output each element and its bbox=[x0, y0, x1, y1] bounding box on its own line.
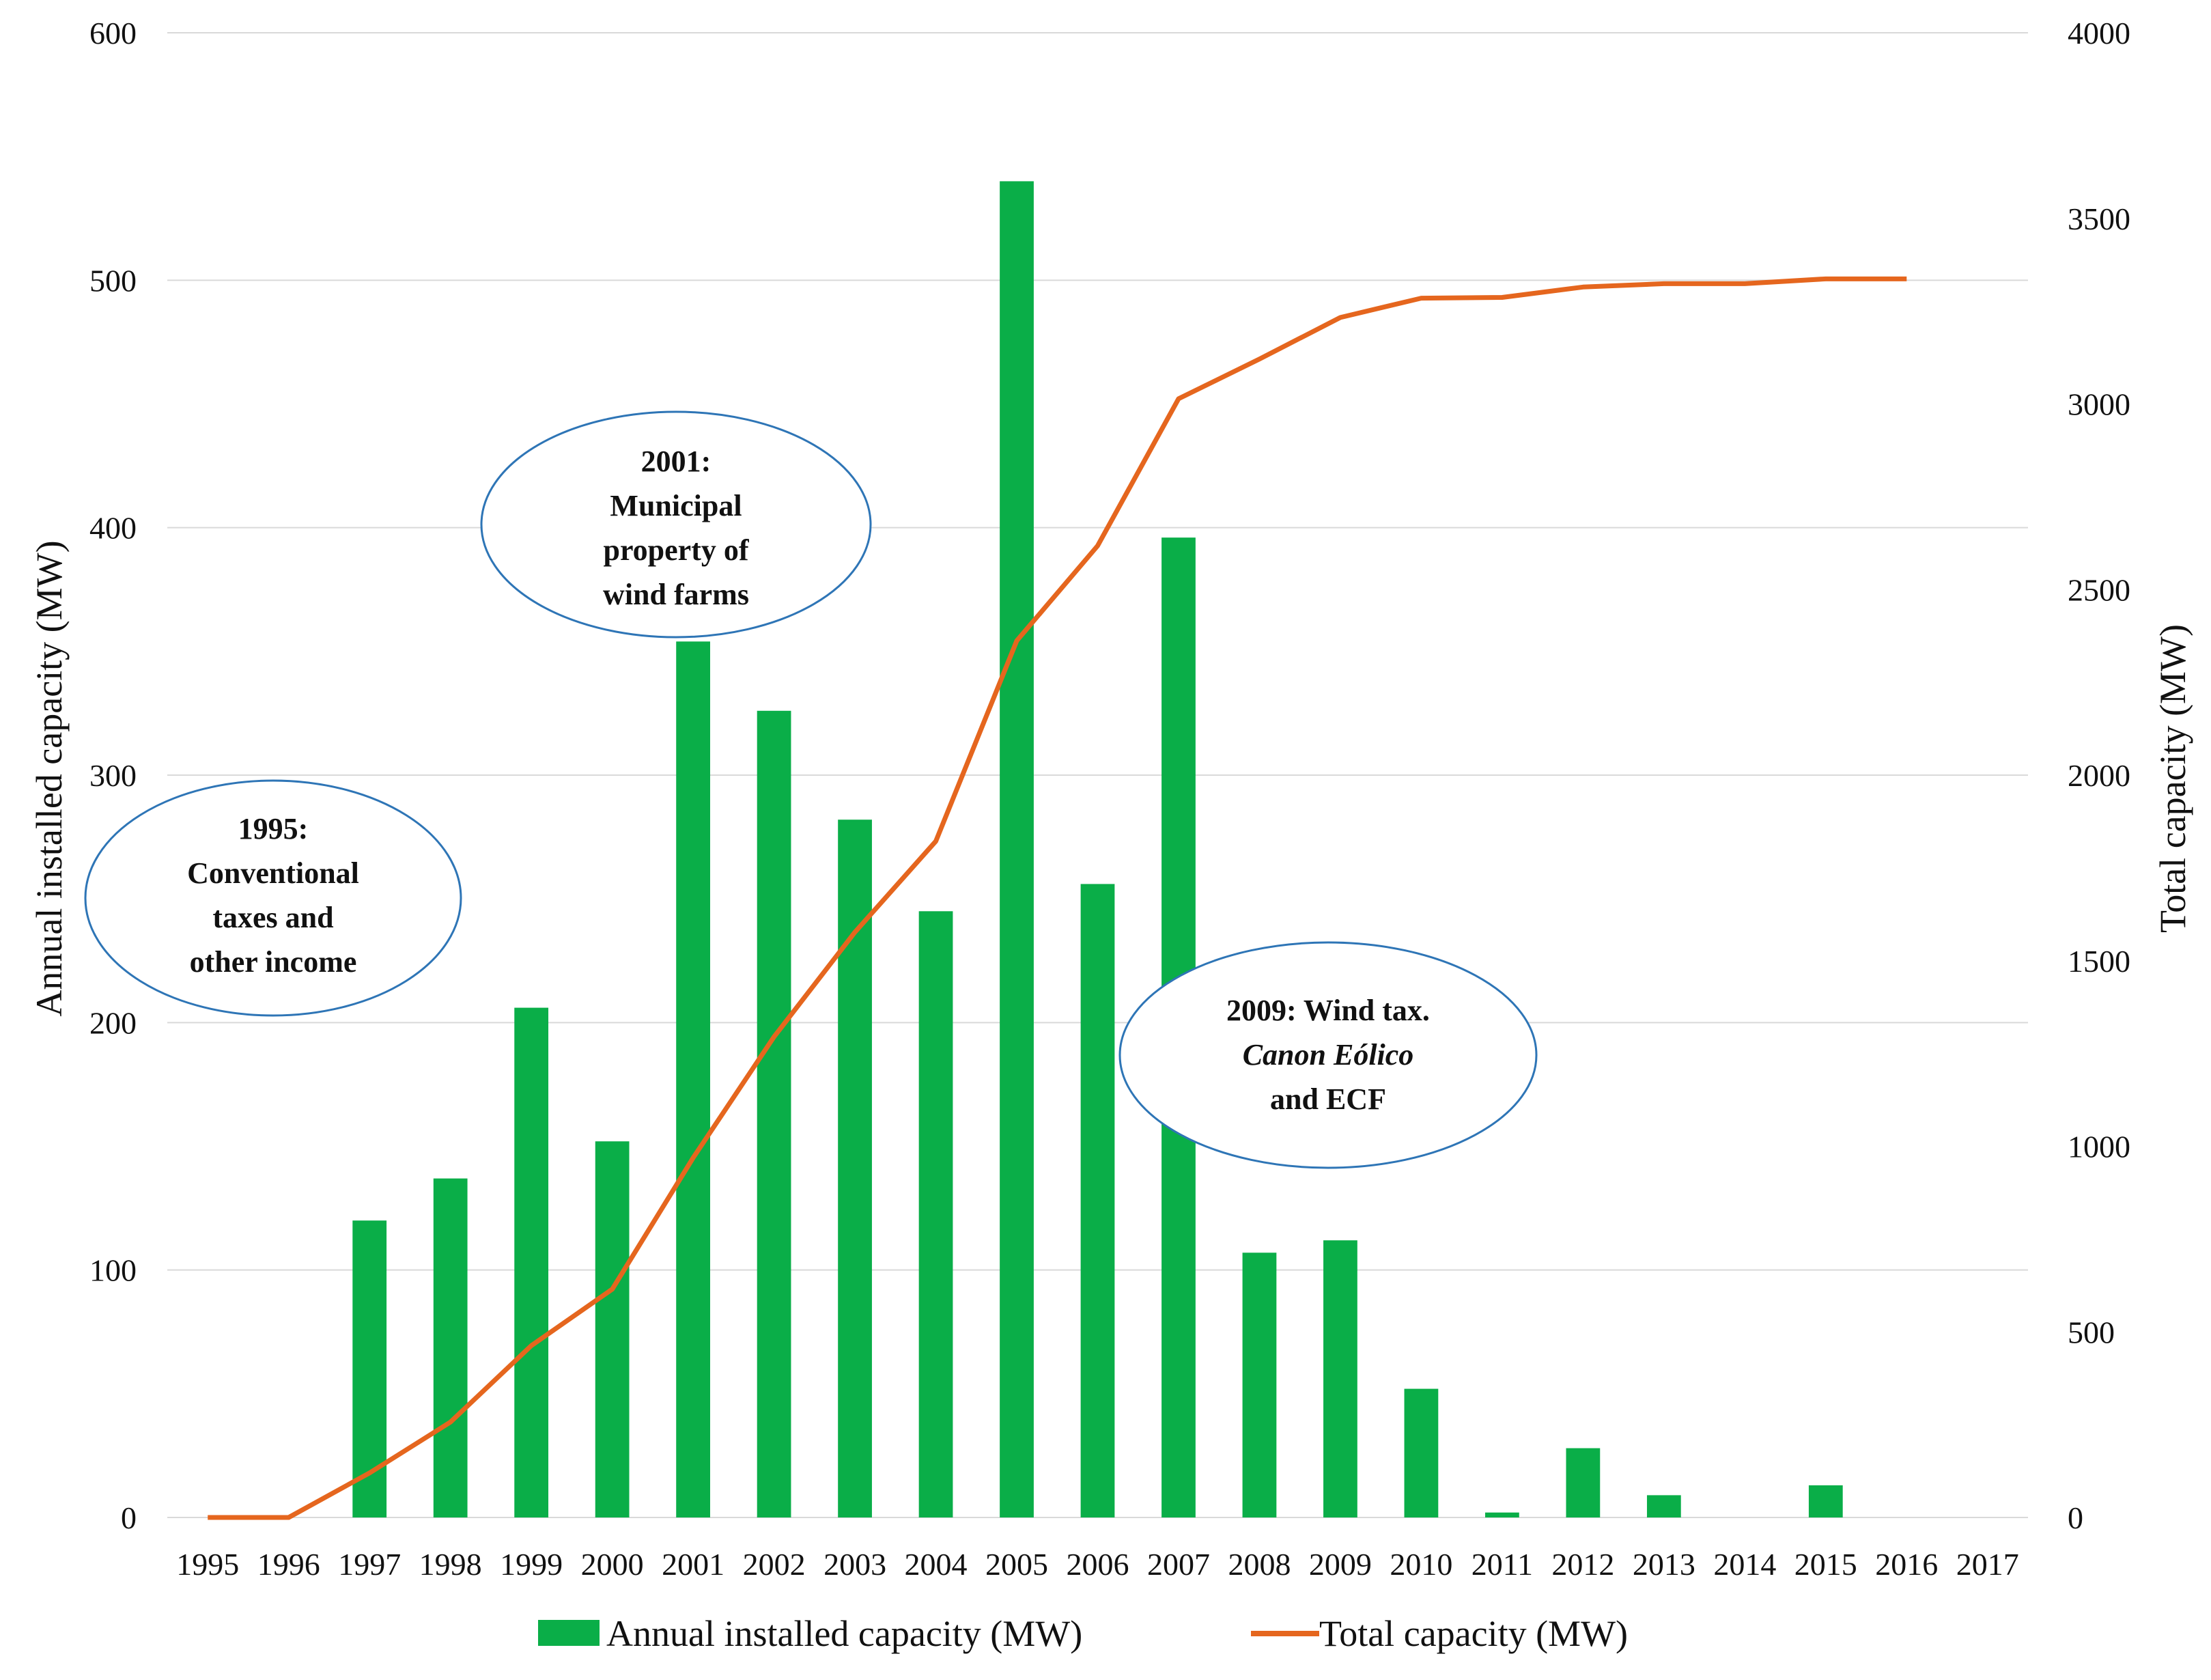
x-tick-label: 2015 bbox=[1794, 1547, 1857, 1582]
annotations: 1995: Conventional taxes and other income 20… bbox=[84, 410, 1538, 1169]
bar bbox=[1646, 1495, 1681, 1517]
annotation: 1995: Conventional taxes and other income bbox=[84, 779, 462, 1017]
left-tick-label: 0 bbox=[121, 1500, 137, 1535]
x-tick-label: 2004 bbox=[905, 1547, 968, 1582]
bar bbox=[595, 1141, 630, 1517]
bar bbox=[1566, 1448, 1601, 1517]
right-tick-label: 3500 bbox=[2068, 201, 2130, 236]
x-tick-label: 2003 bbox=[823, 1547, 886, 1582]
bar bbox=[1080, 884, 1115, 1517]
bar-series bbox=[352, 181, 1843, 1518]
right-axis-ticks: 0 500 1000 1500 2000 2500 3000 3500 4000 bbox=[2068, 16, 2130, 1535]
annotation-ellipse bbox=[84, 779, 462, 1017]
x-tick-label: 2001 bbox=[662, 1547, 724, 1582]
annotation-text: property of bbox=[603, 533, 749, 567]
right-tick-label: 1500 bbox=[2068, 944, 2130, 979]
x-tick-label: 1999 bbox=[500, 1547, 563, 1582]
x-tick-label: 2012 bbox=[1551, 1547, 1614, 1582]
x-tick-label: 2002 bbox=[743, 1547, 806, 1582]
legend: Annual installed capacity (MW) Total cap… bbox=[538, 1613, 1628, 1654]
x-tick-label: 2006 bbox=[1067, 1547, 1129, 1582]
bar bbox=[757, 710, 791, 1517]
annotation: 2009: Wind tax. Canon Eólico and ECF bbox=[1118, 941, 1538, 1169]
bar bbox=[1242, 1252, 1277, 1517]
bar bbox=[1485, 1512, 1519, 1517]
x-tick-label: 1996 bbox=[257, 1547, 320, 1582]
legend-bar-label: Annual installed capacity (MW) bbox=[606, 1613, 1082, 1654]
x-tick-label: 2011 bbox=[1471, 1547, 1533, 1582]
annotation-text: Conventional bbox=[187, 856, 359, 890]
right-axis-title: Total capacity (MW) bbox=[2152, 624, 2193, 933]
x-tick-label: 2017 bbox=[1956, 1547, 2019, 1582]
x-axis-ticks: 1995 1996 1997 1998 1999 2000 2001 2002 2003 2004… bbox=[176, 1547, 2019, 1582]
x-tick-label: 2009 bbox=[1309, 1547, 1372, 1582]
right-tick-label: 1000 bbox=[2068, 1130, 2130, 1164]
bar bbox=[676, 641, 710, 1517]
left-axis-ticks: 0 100 200 300 400 500 600 bbox=[89, 16, 137, 1535]
left-tick-label: 500 bbox=[89, 263, 137, 298]
x-tick-label: 1995 bbox=[176, 1547, 239, 1582]
x-tick-label: 2013 bbox=[1633, 1547, 1695, 1582]
annotation-ellipse bbox=[1118, 941, 1538, 1169]
left-axis-title: Annual installed capacity (MW) bbox=[29, 540, 70, 1016]
x-tick-label: 2005 bbox=[985, 1547, 1048, 1582]
x-tick-label: 2014 bbox=[1713, 1547, 1776, 1582]
bar bbox=[433, 1178, 468, 1517]
x-tick-label: 2016 bbox=[1875, 1547, 1938, 1582]
right-tick-label: 2500 bbox=[2068, 572, 2130, 607]
bar bbox=[1404, 1388, 1439, 1517]
annotation-text: taxes and bbox=[212, 901, 333, 934]
bar bbox=[918, 911, 953, 1517]
annotation-ellipse bbox=[480, 410, 872, 639]
annotation: 2001: Municipal property of wind farms bbox=[480, 410, 872, 639]
legend-bar-swatch bbox=[538, 1620, 600, 1646]
left-tick-label: 400 bbox=[89, 511, 137, 546]
x-tick-label: 1998 bbox=[419, 1547, 482, 1582]
x-tick-label: 2010 bbox=[1390, 1547, 1452, 1582]
annotation-text: 1995: bbox=[238, 812, 309, 845]
line-series bbox=[208, 276, 1907, 1520]
right-tick-label: 2000 bbox=[2068, 758, 2130, 793]
bar bbox=[1323, 1240, 1357, 1517]
annotation-text: Municipal bbox=[610, 489, 742, 522]
bar bbox=[514, 1007, 549, 1517]
right-tick-label: 500 bbox=[2068, 1315, 2115, 1349]
annotation-text: 2009: Wind tax. bbox=[1226, 994, 1430, 1027]
x-tick-label: 1997 bbox=[338, 1547, 401, 1582]
annotation-text: and ECF bbox=[1270, 1082, 1386, 1116]
bar bbox=[1808, 1485, 1843, 1517]
right-tick-label: 0 bbox=[2068, 1500, 2083, 1535]
legend-line-label: Total capacity (MW) bbox=[1319, 1613, 1628, 1654]
x-tick-label: 2000 bbox=[581, 1547, 644, 1582]
left-tick-label: 600 bbox=[89, 16, 137, 51]
annotation-text: wind farms bbox=[603, 578, 749, 611]
left-tick-label: 200 bbox=[89, 1005, 137, 1040]
x-tick-label: 2007 bbox=[1147, 1547, 1210, 1582]
right-tick-label: 3000 bbox=[2068, 387, 2130, 422]
bar bbox=[1000, 181, 1034, 1517]
left-tick-label: 300 bbox=[89, 758, 137, 793]
left-tick-label: 100 bbox=[89, 1253, 137, 1288]
x-tick-label: 2008 bbox=[1228, 1547, 1291, 1582]
annotation-text: 2001: bbox=[641, 445, 712, 478]
right-tick-label: 4000 bbox=[2068, 16, 2130, 51]
annotation-text: other income bbox=[190, 945, 357, 979]
total-capacity-line bbox=[208, 276, 1907, 1520]
annotation-text: Canon Eólico bbox=[1243, 1038, 1414, 1072]
bar bbox=[838, 820, 872, 1517]
